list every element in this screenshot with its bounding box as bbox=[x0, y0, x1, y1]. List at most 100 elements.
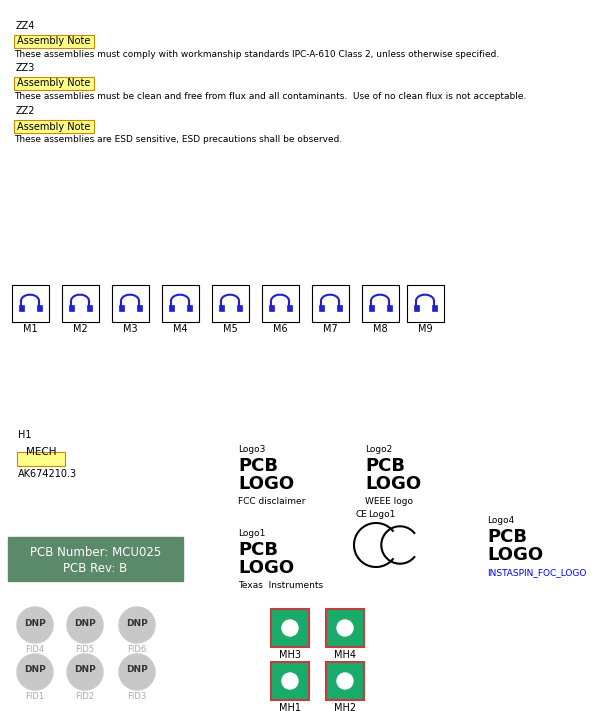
FancyBboxPatch shape bbox=[12, 284, 48, 321]
FancyBboxPatch shape bbox=[8, 537, 183, 581]
FancyBboxPatch shape bbox=[414, 305, 419, 311]
FancyBboxPatch shape bbox=[362, 284, 398, 321]
Text: DNP: DNP bbox=[126, 619, 148, 628]
FancyBboxPatch shape bbox=[37, 305, 42, 311]
Text: PCB Rev: B: PCB Rev: B bbox=[64, 562, 128, 575]
Circle shape bbox=[67, 607, 103, 643]
FancyBboxPatch shape bbox=[87, 305, 92, 311]
FancyBboxPatch shape bbox=[326, 662, 364, 700]
Text: LOGO: LOGO bbox=[238, 475, 294, 493]
Text: Assembly Note: Assembly Note bbox=[17, 78, 90, 88]
Text: These assemblies are ESD sensitive, ESD precautions shall be observed.: These assemblies are ESD sensitive, ESD … bbox=[14, 135, 342, 144]
FancyBboxPatch shape bbox=[62, 284, 98, 321]
FancyBboxPatch shape bbox=[312, 284, 348, 321]
FancyBboxPatch shape bbox=[169, 305, 174, 311]
Text: MH4: MH4 bbox=[334, 650, 356, 660]
Circle shape bbox=[119, 654, 155, 690]
Text: DNP: DNP bbox=[126, 665, 148, 675]
FancyBboxPatch shape bbox=[219, 305, 224, 311]
FancyBboxPatch shape bbox=[236, 305, 241, 311]
Text: Logo1: Logo1 bbox=[238, 529, 265, 538]
Text: ZZ2: ZZ2 bbox=[16, 106, 35, 116]
FancyBboxPatch shape bbox=[368, 305, 373, 311]
FancyBboxPatch shape bbox=[268, 305, 274, 311]
Text: PCB: PCB bbox=[487, 528, 527, 546]
FancyBboxPatch shape bbox=[14, 120, 94, 133]
Text: INSTASPIN_FOC_LOGO: INSTASPIN_FOC_LOGO bbox=[487, 568, 587, 577]
FancyBboxPatch shape bbox=[262, 284, 299, 321]
Text: M8: M8 bbox=[373, 324, 387, 334]
Text: M2: M2 bbox=[73, 324, 87, 334]
Circle shape bbox=[337, 673, 353, 689]
Text: Texas  Instruments: Texas Instruments bbox=[238, 581, 323, 590]
Text: AK674210.3: AK674210.3 bbox=[18, 469, 77, 479]
FancyBboxPatch shape bbox=[111, 284, 148, 321]
Text: WEEE logo: WEEE logo bbox=[365, 497, 413, 506]
Text: DNP: DNP bbox=[24, 665, 46, 675]
Circle shape bbox=[337, 620, 353, 636]
Text: MH2: MH2 bbox=[334, 703, 356, 711]
Text: Assembly Note: Assembly Note bbox=[17, 36, 90, 46]
Circle shape bbox=[17, 607, 53, 643]
Text: FID6: FID6 bbox=[127, 645, 147, 654]
FancyBboxPatch shape bbox=[119, 305, 123, 311]
Text: Logo4: Logo4 bbox=[487, 516, 514, 525]
Text: LOGO: LOGO bbox=[487, 546, 543, 564]
Text: H1: H1 bbox=[18, 430, 32, 440]
Text: PCB: PCB bbox=[238, 457, 278, 475]
Text: M4: M4 bbox=[173, 324, 188, 334]
Text: M5: M5 bbox=[222, 324, 238, 334]
Text: M6: M6 bbox=[273, 324, 287, 334]
Circle shape bbox=[282, 673, 298, 689]
Text: Logo1: Logo1 bbox=[368, 510, 395, 519]
Circle shape bbox=[17, 654, 53, 690]
FancyBboxPatch shape bbox=[337, 305, 342, 311]
FancyBboxPatch shape bbox=[271, 662, 309, 700]
Text: Logo3: Logo3 bbox=[238, 445, 265, 454]
FancyBboxPatch shape bbox=[326, 609, 364, 647]
Text: M9: M9 bbox=[418, 324, 433, 334]
FancyBboxPatch shape bbox=[136, 305, 142, 311]
FancyBboxPatch shape bbox=[14, 35, 94, 48]
FancyBboxPatch shape bbox=[406, 284, 444, 321]
FancyBboxPatch shape bbox=[14, 77, 94, 90]
FancyBboxPatch shape bbox=[211, 284, 249, 321]
Text: FCC disclaimer: FCC disclaimer bbox=[238, 497, 306, 506]
Text: CE: CE bbox=[355, 510, 367, 519]
Text: These assemblies must comply with workmanship standards IPC-A-610 Class 2, unles: These assemblies must comply with workma… bbox=[14, 50, 499, 59]
FancyBboxPatch shape bbox=[18, 305, 23, 311]
Text: FID2: FID2 bbox=[75, 692, 95, 701]
Text: LOGO: LOGO bbox=[365, 475, 421, 493]
FancyBboxPatch shape bbox=[68, 305, 73, 311]
Text: PCB: PCB bbox=[365, 457, 405, 475]
Text: DNP: DNP bbox=[24, 619, 46, 628]
Text: MH3: MH3 bbox=[279, 650, 301, 660]
FancyBboxPatch shape bbox=[387, 305, 392, 311]
Text: M1: M1 bbox=[23, 324, 37, 334]
Text: FID5: FID5 bbox=[75, 645, 95, 654]
Text: MH1: MH1 bbox=[279, 703, 301, 711]
Text: Logo2: Logo2 bbox=[365, 445, 392, 454]
Text: FID4: FID4 bbox=[26, 645, 45, 654]
FancyBboxPatch shape bbox=[161, 284, 199, 321]
FancyBboxPatch shape bbox=[287, 305, 291, 311]
Text: M3: M3 bbox=[123, 324, 137, 334]
Text: DNP: DNP bbox=[74, 619, 96, 628]
Text: MECH: MECH bbox=[26, 447, 56, 457]
Text: DNP: DNP bbox=[74, 665, 96, 675]
Text: PCB Number: MCU025: PCB Number: MCU025 bbox=[30, 546, 161, 559]
FancyBboxPatch shape bbox=[17, 452, 65, 466]
Text: ZZ4: ZZ4 bbox=[16, 21, 35, 31]
Text: FID1: FID1 bbox=[26, 692, 45, 701]
Text: LOGO: LOGO bbox=[238, 559, 294, 577]
FancyBboxPatch shape bbox=[318, 305, 323, 311]
FancyBboxPatch shape bbox=[186, 305, 191, 311]
Text: These assemblies must be clean and free from flux and all contaminants.  Use of : These assemblies must be clean and free … bbox=[14, 92, 526, 101]
Circle shape bbox=[119, 607, 155, 643]
FancyBboxPatch shape bbox=[431, 305, 436, 311]
Text: ZZ3: ZZ3 bbox=[16, 63, 35, 73]
Text: M7: M7 bbox=[323, 324, 337, 334]
Text: Assembly Note: Assembly Note bbox=[17, 122, 90, 132]
FancyBboxPatch shape bbox=[271, 609, 309, 647]
Circle shape bbox=[67, 654, 103, 690]
